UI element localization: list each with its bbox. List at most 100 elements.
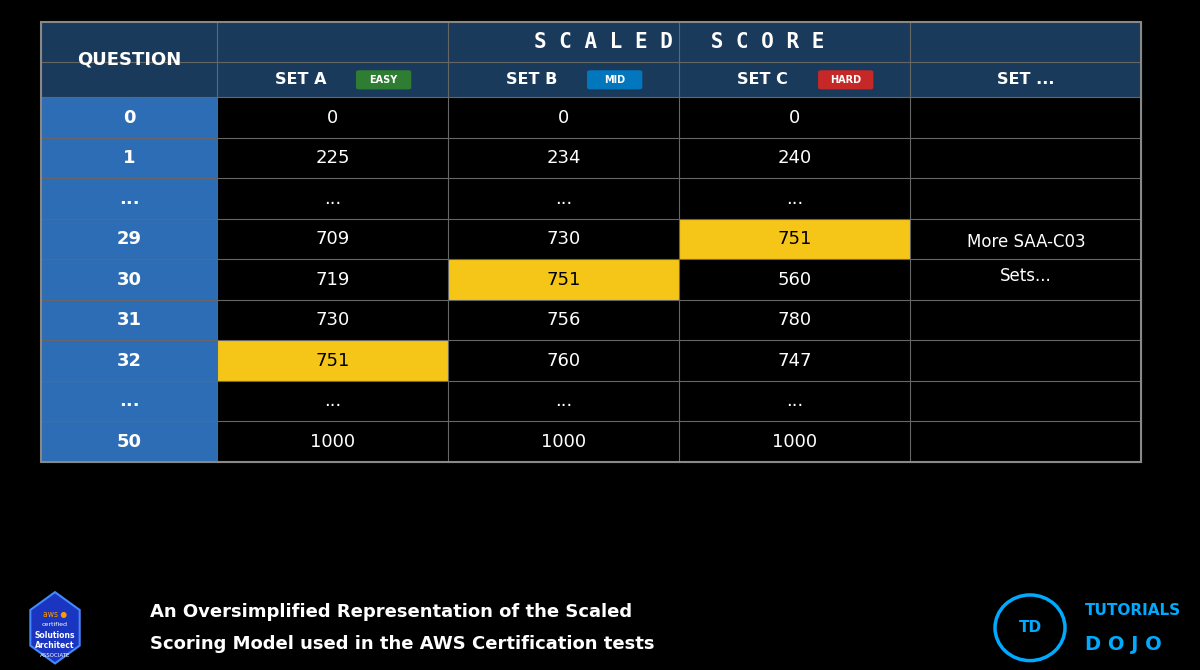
- Text: Sets...: Sets...: [1000, 267, 1051, 285]
- Bar: [217, 138, 449, 178]
- Text: 1: 1: [124, 149, 136, 167]
- FancyBboxPatch shape: [818, 70, 874, 89]
- Bar: [449, 62, 679, 97]
- Bar: [449, 178, 679, 219]
- Bar: [679, 219, 911, 259]
- Bar: [449, 219, 679, 259]
- Text: 0: 0: [124, 109, 136, 127]
- Bar: [911, 97, 1141, 138]
- Text: 31: 31: [116, 311, 142, 329]
- Bar: [679, 381, 911, 421]
- Text: ...: ...: [324, 392, 342, 410]
- Bar: [911, 138, 1141, 178]
- Bar: [217, 421, 449, 462]
- Text: SET ...: SET ...: [997, 72, 1055, 87]
- Text: 1000: 1000: [311, 433, 355, 451]
- Bar: [911, 62, 1141, 97]
- Bar: [449, 421, 679, 462]
- Text: D O J O: D O J O: [1085, 635, 1162, 654]
- Bar: [679, 340, 911, 381]
- Text: 225: 225: [316, 149, 350, 167]
- Text: 751: 751: [778, 230, 812, 248]
- Text: 30: 30: [116, 271, 142, 289]
- Text: 751: 751: [547, 271, 581, 289]
- Text: QUESTION: QUESTION: [77, 50, 181, 68]
- Bar: [911, 340, 1141, 381]
- Bar: [41, 381, 217, 421]
- Text: 719: 719: [316, 271, 350, 289]
- Text: 240: 240: [778, 149, 812, 167]
- Bar: [217, 259, 449, 300]
- Text: More SAA-C03: More SAA-C03: [967, 233, 1085, 251]
- Text: 1000: 1000: [773, 433, 817, 451]
- Bar: [679, 300, 911, 340]
- Bar: [911, 300, 1141, 340]
- Text: 756: 756: [547, 311, 581, 329]
- Text: 29: 29: [116, 230, 142, 248]
- Bar: [217, 219, 449, 259]
- Polygon shape: [30, 592, 79, 663]
- Text: ...: ...: [119, 392, 139, 410]
- Bar: [911, 178, 1141, 219]
- Text: MID: MID: [604, 75, 625, 85]
- Bar: [911, 259, 1141, 300]
- Text: aws ●: aws ●: [43, 610, 67, 619]
- Bar: [41, 259, 217, 300]
- Text: 1000: 1000: [541, 433, 587, 451]
- Text: 780: 780: [778, 311, 812, 329]
- Bar: [679, 421, 911, 462]
- Text: TD: TD: [1019, 620, 1042, 635]
- Text: 32: 32: [116, 352, 142, 370]
- Text: 0: 0: [558, 109, 570, 127]
- Text: S C A L E D   S C O R E: S C A L E D S C O R E: [534, 32, 824, 52]
- Bar: [217, 300, 449, 340]
- Text: ...: ...: [786, 190, 804, 208]
- Text: 50: 50: [116, 433, 142, 451]
- Bar: [41, 219, 217, 259]
- Text: SET C: SET C: [737, 72, 788, 87]
- Bar: [449, 259, 679, 300]
- Text: Scoring Model used in the AWS Certification tests: Scoring Model used in the AWS Certificat…: [150, 634, 654, 653]
- Text: EASY: EASY: [370, 75, 397, 85]
- Bar: [217, 381, 449, 421]
- Bar: [679, 138, 911, 178]
- Text: certified: certified: [42, 622, 68, 628]
- Bar: [911, 381, 1141, 421]
- Bar: [41, 97, 217, 138]
- Bar: [449, 381, 679, 421]
- Text: 760: 760: [547, 352, 581, 370]
- Text: SET B: SET B: [506, 72, 557, 87]
- Text: 751: 751: [316, 352, 350, 370]
- Text: ...: ...: [556, 190, 572, 208]
- Text: 0: 0: [790, 109, 800, 127]
- Bar: [449, 138, 679, 178]
- Bar: [911, 219, 1141, 259]
- Bar: [449, 97, 679, 138]
- Text: 730: 730: [316, 311, 350, 329]
- Text: HARD: HARD: [830, 75, 862, 85]
- Text: 747: 747: [778, 352, 812, 370]
- Text: 709: 709: [316, 230, 350, 248]
- Bar: [41, 340, 217, 381]
- Text: 730: 730: [547, 230, 581, 248]
- Text: An Oversimplified Representation of the Scaled: An Oversimplified Representation of the …: [150, 603, 632, 621]
- Bar: [679, 62, 911, 97]
- Bar: [41, 421, 217, 462]
- Text: ...: ...: [786, 392, 804, 410]
- Bar: [41, 178, 217, 219]
- Bar: [41, 300, 217, 340]
- Text: Architect: Architect: [35, 641, 74, 650]
- Text: 0: 0: [328, 109, 338, 127]
- Bar: [217, 340, 449, 381]
- Text: ...: ...: [324, 190, 342, 208]
- Text: 560: 560: [778, 271, 812, 289]
- Text: Solutions: Solutions: [35, 630, 76, 640]
- Text: 234: 234: [547, 149, 581, 167]
- Bar: [679, 259, 911, 300]
- Bar: [679, 178, 911, 219]
- Text: TUTORIALS: TUTORIALS: [1085, 604, 1181, 618]
- Bar: [679, 97, 911, 138]
- Bar: [217, 62, 449, 97]
- Text: ...: ...: [556, 392, 572, 410]
- Bar: [217, 22, 1141, 62]
